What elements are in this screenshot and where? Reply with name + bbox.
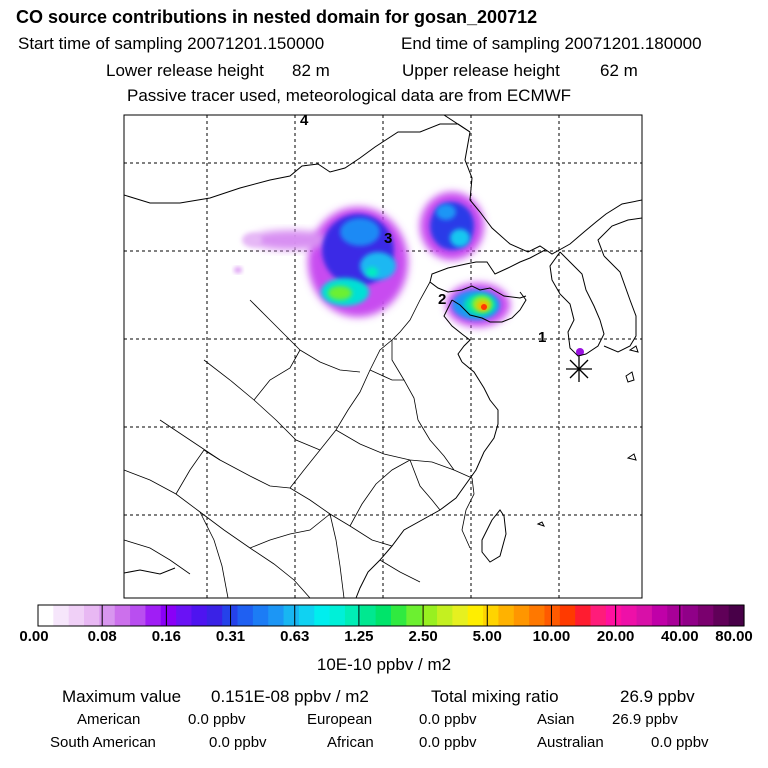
colorbar-tick-label: 0.08 <box>87 628 117 645</box>
start-time-label: Start time of sampling 20071201.150000 <box>18 34 325 53</box>
colorbar-cell <box>314 605 331 626</box>
colorbar-cell <box>191 605 208 626</box>
coastlines <box>124 115 642 598</box>
lower-release-height-label: Lower release height <box>106 61 264 80</box>
colorbar-cell <box>53 605 70 626</box>
point-label-4: 4 <box>300 112 309 129</box>
colorbar-cell <box>84 605 100 626</box>
total-mixing-ratio-label: Total mixing ratio <box>431 687 559 706</box>
region-value-asian: 26.9 ppbv <box>612 711 678 728</box>
region-value-american: 0.0 ppbv <box>188 711 246 728</box>
colorbar-cell <box>728 605 745 626</box>
colorbar-tick-label: 80.00 <box>715 628 753 645</box>
region-name-australian: Australian <box>537 734 604 751</box>
colorbar-tick-label: 0.16 <box>151 628 181 645</box>
colorbar-cell <box>283 605 300 626</box>
colorbar-cell <box>452 605 469 626</box>
colorbar-cell <box>544 605 561 626</box>
colorbar-cell <box>559 605 576 626</box>
point-label-1: 1 <box>538 329 547 346</box>
colorbar-cell <box>529 605 546 626</box>
colorbar-cell <box>636 605 653 626</box>
colorbar-cell <box>406 605 423 626</box>
region-name-european: European <box>307 711 373 728</box>
concentration-plume-north <box>420 192 484 260</box>
tracer-note: Passive tracer used, meteorological data… <box>127 86 572 105</box>
colorbar-unit: 10E-10 ppbv / m2 <box>316 655 452 674</box>
region-name-south-american: South American <box>50 734 156 751</box>
figure-title: CO source contributions in nested domain… <box>16 7 538 27</box>
region-value-south-american: 0.0 ppbv <box>209 734 267 751</box>
upper-release-height-value: 62 m <box>600 61 638 80</box>
colorbar-cell <box>160 605 177 626</box>
colorbar-tick-label: 0.00 <box>19 628 49 645</box>
max-value-label: Maximum value <box>62 687 182 706</box>
upper-release-height-label: Upper release height <box>402 61 560 80</box>
colorbar-cell <box>68 605 85 626</box>
province-borders <box>124 281 475 598</box>
region-name-asian: Asian <box>537 711 575 728</box>
colorbar-cell <box>467 605 484 626</box>
colorbar-cell <box>252 605 269 626</box>
colorbar-cell <box>375 605 392 626</box>
region-name-african: African <box>327 734 374 751</box>
colorbar-tick-label: 20.00 <box>596 628 635 645</box>
colorbar-cell <box>621 605 638 626</box>
colorbar-cell <box>344 605 361 626</box>
colorbar-cell <box>237 605 254 626</box>
colorbar-cell <box>605 605 622 626</box>
region-value-australian: 0.0 ppbv <box>651 734 709 751</box>
colorbar-cell <box>483 605 500 626</box>
colorbar-cell <box>268 605 285 626</box>
colorbar-cell <box>697 605 714 626</box>
colorbar-cell <box>667 605 684 626</box>
colorbar-cell <box>421 605 438 626</box>
colorbar-tick-label: 2.50 <box>408 628 438 645</box>
concentration-plume-bohai <box>446 283 510 327</box>
colorbar-tick-label: 1.25 <box>344 628 374 645</box>
max-value: 0.151E-08 ppbv / m2 <box>211 687 369 706</box>
colorbar-cell <box>145 605 162 626</box>
colorbar-cell <box>99 605 116 626</box>
colorbar-cell <box>114 605 131 626</box>
concentration-spot <box>576 348 584 356</box>
total-mixing-ratio-value: 26.9 ppbv <box>620 687 695 706</box>
colorbar-cell <box>713 605 730 626</box>
colorbar-cell <box>360 605 377 626</box>
colorbar-cell <box>498 605 515 626</box>
colorbar-cell <box>329 605 346 626</box>
receptor-star-icon <box>566 356 592 382</box>
colorbar-frame <box>37 604 745 627</box>
colorbar-cell <box>298 605 315 626</box>
colorbar-tick-label: 10.00 <box>532 628 571 645</box>
region-value-european: 0.0 ppbv <box>419 711 477 728</box>
region-name-american: American <box>77 711 141 728</box>
colorbar-tick-label: 0.63 <box>280 628 310 645</box>
colorbar-tick-label: 0.31 <box>215 628 246 645</box>
colorbar-cell <box>391 605 407 626</box>
colorbar-cell <box>590 605 607 626</box>
concentration-plume-west <box>234 207 408 317</box>
colorbar-tick-label: 40.00 <box>661 628 699 645</box>
region-value-african: 0.0 ppbv <box>419 734 477 751</box>
map-frame <box>123 114 643 599</box>
colorbar-cell <box>38 605 54 626</box>
point-label-2: 2 <box>438 291 447 308</box>
colorbar-cell <box>575 605 592 626</box>
colorbar-cell <box>130 605 147 626</box>
colorbar-cell <box>651 605 668 626</box>
colorbar-cell <box>437 605 453 626</box>
colorbar-tick-label: 5.00 <box>472 628 502 645</box>
colorbar-cell <box>176 605 193 626</box>
colorbar-cell <box>682 605 699 626</box>
colorbar-cell <box>513 605 530 626</box>
point-label-3: 3 <box>384 230 393 247</box>
lower-release-height-value: 82 m <box>292 61 330 80</box>
colorbar-cell <box>206 605 223 626</box>
end-time-label: End time of sampling 20071201.180000 <box>401 34 702 53</box>
map-gridlines <box>124 115 642 598</box>
